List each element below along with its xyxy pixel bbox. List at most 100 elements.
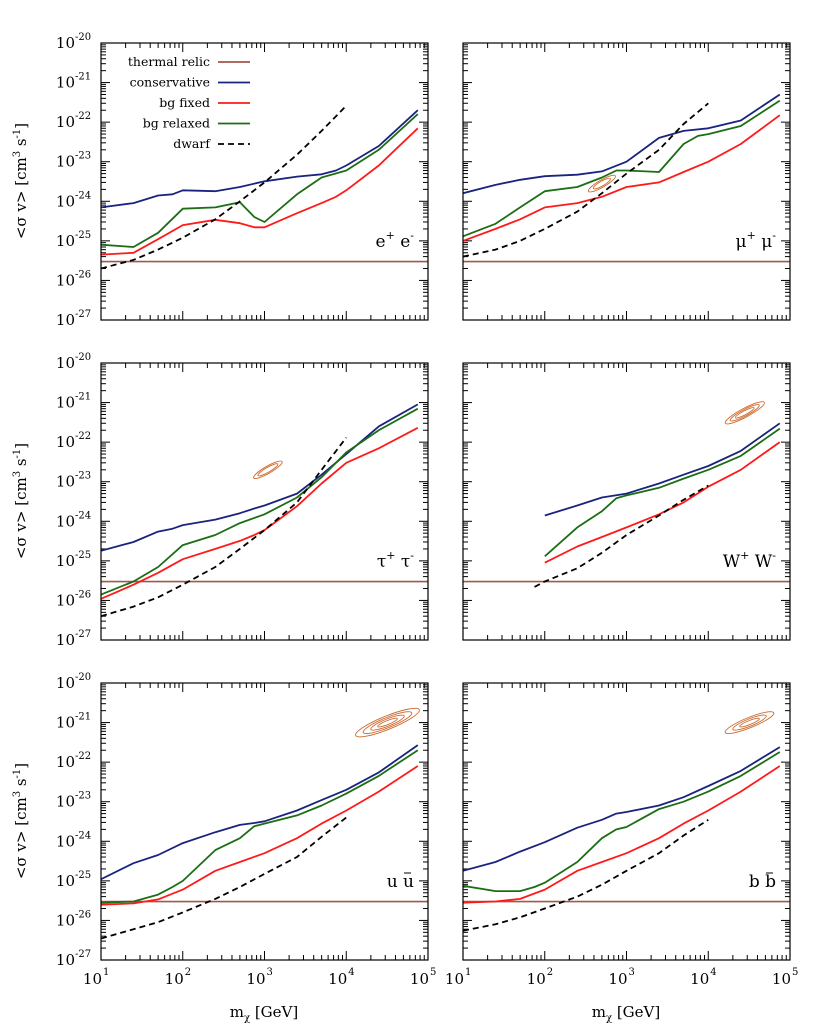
channel-label: τ+ τ- [377, 549, 414, 572]
axis-ticks [463, 363, 790, 640]
contour-ring [724, 401, 765, 425]
legend-label: bg fixed [159, 95, 210, 110]
x-tick-exponent: 2 [547, 967, 553, 978]
best-fit-contour [253, 460, 283, 480]
x-tick-exponent: 1 [465, 967, 471, 978]
contour-ring [729, 404, 760, 422]
contour-ring [362, 711, 413, 734]
legend-label: conservative [130, 75, 210, 90]
contour-ring [370, 714, 405, 731]
y-tick-exponent: -27 [75, 629, 91, 640]
channel-charge: + [386, 549, 395, 562]
y-tick-exponent: -26 [75, 269, 91, 280]
y-tick-exponent: -26 [75, 589, 91, 600]
series-line-bg-relaxed [101, 407, 419, 596]
x-tick-label: 10 [445, 970, 464, 988]
y-tick-label: 10 [56, 872, 75, 890]
series-line-dwarf [101, 437, 348, 618]
x-axis-label-text: m [230, 1003, 244, 1021]
y-tick-exponent: -22 [75, 431, 91, 442]
contour-ring [739, 717, 760, 728]
series-group [463, 93, 781, 258]
y-tick-exponent: -25 [75, 230, 91, 241]
y-axis-label: <σ v> [cm3 s-1] [12, 123, 30, 239]
contour-ring [732, 714, 767, 731]
x-tick-label: 10 [165, 970, 184, 988]
channel-particle: W [723, 552, 741, 572]
y-tick-label: 10 [56, 674, 75, 692]
y-tick-label: 10 [56, 714, 75, 732]
series-line-dwarf [534, 484, 709, 588]
y-tick-exponent: -24 [75, 830, 91, 841]
x-tick-label: 10 [690, 970, 709, 988]
y-tick-label: 10 [56, 512, 75, 530]
panel-frame [100, 682, 429, 961]
series-line-conservative [101, 109, 419, 209]
y-tick-label: 10 [56, 74, 75, 92]
y-axis-label-text: <σ v> [cm [12, 797, 30, 879]
y-axis-label-text: ] [12, 123, 30, 129]
best-fit-contour [724, 711, 775, 734]
y-tick-exponent: -27 [75, 309, 91, 320]
channel-space: W [749, 552, 772, 572]
y-tick-label: 10 [56, 832, 75, 850]
panel-frame [100, 42, 429, 321]
panel-2: μ+ μ- [462, 42, 791, 321]
y-tick-exponent: -21 [75, 712, 91, 723]
series-line-bg-relaxed [463, 99, 781, 238]
contour-ring [253, 460, 283, 480]
legend: thermal relic conservative bg fixed bg rela… [128, 54, 250, 151]
channel-charge: - [410, 229, 414, 242]
channel-charge: + [740, 549, 749, 562]
y-axis-label-text: <σ v> [cm [12, 157, 30, 239]
x-tick-exponent: 4 [710, 967, 716, 978]
y-tick-exponent: -27 [75, 949, 91, 960]
axis-ticks [101, 363, 428, 640]
x-axis-label-sub: χ [244, 1013, 250, 1024]
panel-3: 10-2710-2610-2510-2410-2310-2210-2110-20… [56, 352, 429, 649]
y-axis-label-text: s [12, 138, 30, 150]
x-tick-exponent: 5 [430, 967, 436, 978]
x-axis-label: mχ [GeV] [592, 1003, 660, 1024]
y-tick-exponent: -20 [75, 672, 91, 683]
series-line-dwarf [101, 816, 347, 940]
contour-ring [592, 177, 611, 190]
y-axis-label-exp: -1 [12, 769, 23, 779]
y-tick-label: 10 [56, 911, 75, 929]
series-group [534, 401, 781, 588]
contour-ring [257, 463, 279, 477]
series-line-bg-fixed [101, 127, 419, 256]
y-tick-exponent: -20 [75, 32, 91, 43]
x-axis-label-text: m [592, 1003, 606, 1021]
contour-ring [724, 711, 775, 734]
contour-ring [587, 174, 616, 193]
y-axis-label-exp: -1 [12, 449, 23, 459]
panel-6: 10 1 10 2 10 3 10 4 10 5b b [445, 682, 798, 988]
series-line-dwarf [101, 105, 347, 270]
x-tick-label: 10 [410, 970, 429, 988]
y-tick-exponent: -23 [75, 791, 91, 802]
x-axis-label-text: [GeV] [612, 1003, 660, 1021]
channel-space: μ [756, 232, 772, 252]
legend-label: dwarf [173, 136, 211, 151]
axis-ticks [101, 683, 428, 960]
x-tick-label: 10 [772, 970, 791, 988]
panel-4: W+ W- [462, 362, 791, 641]
x-axis-label-sub: χ [606, 1013, 612, 1024]
channel-particle: τ [377, 552, 386, 572]
series-group [463, 711, 781, 932]
y-tick-label: 10 [56, 232, 75, 250]
y-tick-exponent: -21 [75, 72, 91, 83]
axis-ticks [101, 43, 428, 320]
x-tick-label: 10 [328, 970, 347, 988]
x-axis-label: mχ [GeV] [230, 1003, 298, 1024]
channel-space: b [760, 872, 776, 892]
series-group [101, 105, 419, 270]
x-tick-label: 10 [527, 970, 546, 988]
panel-frame [462, 362, 791, 641]
y-tick-label: 10 [56, 354, 75, 372]
channel-particle: b [749, 872, 760, 892]
y-tick-exponent: -20 [75, 352, 91, 363]
y-tick-label: 10 [56, 591, 75, 609]
panel-frame [462, 42, 791, 321]
